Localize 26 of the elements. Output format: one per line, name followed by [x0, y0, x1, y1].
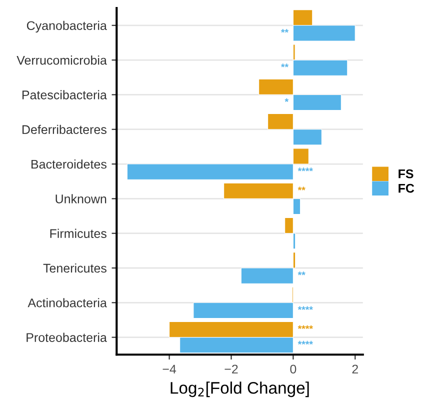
- data-label: **: [298, 186, 306, 190]
- y-tick-label: Patescibacteria: [22, 90, 107, 100]
- data-label: **: [281, 64, 289, 68]
- legend-label: FS: [398, 169, 414, 178]
- data-label: ****: [298, 340, 313, 345]
- y-tick-label: Actinobacteria: [28, 298, 107, 308]
- data-label: ****: [298, 168, 313, 172]
- x-tick-label: 2: [352, 364, 358, 374]
- y-tick-label: Tenericutes: [43, 263, 106, 273]
- data-label: **: [298, 272, 306, 276]
- y-tick-label: Verrucomicrobia: [16, 56, 107, 65]
- data-label: **: [281, 29, 289, 33]
- x-tick-label: −2: [224, 364, 238, 374]
- y-tick-label: Firmicutes: [50, 228, 106, 238]
- data-label: ****: [298, 306, 313, 310]
- y-tick-label: Proteobacteria: [26, 332, 107, 342]
- y-tick-label: Deferribacteres: [22, 124, 106, 134]
- y-tick-label: Bacteroidetes: [32, 159, 106, 169]
- x-tick-label: 0: [290, 364, 296, 374]
- y-tick-label: Unknown: [56, 194, 106, 204]
- x-tick-label: −4: [162, 364, 176, 374]
- x-axis-title: Log$_{2}$[Fold Change]: [170, 382, 309, 398]
- data-label: ****: [298, 325, 313, 329]
- data-label: *: [284, 98, 289, 102]
- y-tick-label: Cyanobacteria: [26, 20, 107, 33]
- legend-label: FC: [398, 184, 414, 193]
